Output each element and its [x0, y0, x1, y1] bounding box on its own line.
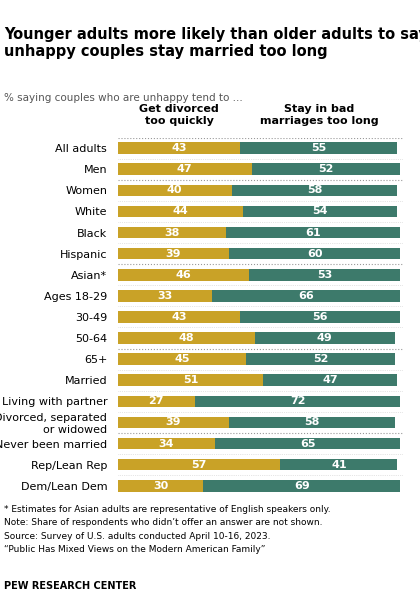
Bar: [118, 142, 240, 154]
Text: 57: 57: [191, 460, 207, 469]
Text: * Estimates for Asian adults are representative of English speakers only.: * Estimates for Asian adults are represe…: [4, 505, 331, 514]
Text: 41: 41: [331, 460, 347, 469]
Bar: [203, 480, 400, 492]
Bar: [118, 417, 229, 428]
Text: 58: 58: [307, 185, 323, 196]
Text: 72: 72: [290, 396, 305, 407]
Bar: [240, 142, 397, 154]
Text: 43: 43: [171, 312, 187, 322]
Bar: [118, 480, 203, 492]
Text: Get divorced
too quickly: Get divorced too quickly: [139, 104, 219, 126]
Text: 46: 46: [176, 270, 191, 280]
Bar: [118, 459, 281, 471]
Bar: [252, 163, 400, 175]
Text: 34: 34: [158, 438, 174, 448]
Bar: [118, 206, 243, 217]
Bar: [118, 353, 246, 365]
Text: 53: 53: [317, 270, 332, 280]
Text: 43: 43: [171, 143, 187, 153]
Bar: [118, 395, 195, 407]
Text: % saying couples who are unhappy tend to ...: % saying couples who are unhappy tend to…: [4, 93, 243, 103]
Text: “Public Has Mixed Views on the Modern American Family”: “Public Has Mixed Views on the Modern Am…: [4, 545, 265, 554]
Text: 39: 39: [165, 249, 181, 258]
Text: Source: Survey of U.S. adults conducted April 10-16, 2023.: Source: Survey of U.S. adults conducted …: [4, 532, 271, 541]
Bar: [195, 395, 400, 407]
Bar: [240, 311, 400, 323]
Text: Stay in bad
marriages too long: Stay in bad marriages too long: [260, 104, 378, 126]
Text: 47: 47: [177, 164, 192, 174]
Text: Note: Share of respondents who didn’t offer an answer are not shown.: Note: Share of respondents who didn’t of…: [4, 518, 323, 527]
Bar: [281, 459, 397, 471]
Text: 38: 38: [164, 227, 180, 237]
Bar: [226, 227, 400, 239]
Bar: [118, 290, 212, 301]
Text: 44: 44: [173, 206, 188, 216]
Text: 47: 47: [323, 376, 338, 385]
Bar: [118, 332, 255, 344]
Bar: [232, 185, 397, 196]
Text: Younger adults more likely than older adults to say
unhappy couples stay married: Younger adults more likely than older ad…: [4, 27, 420, 59]
Text: 45: 45: [174, 354, 189, 364]
Text: 39: 39: [165, 417, 181, 428]
Bar: [118, 227, 226, 239]
Text: 27: 27: [148, 396, 164, 407]
Bar: [215, 438, 400, 449]
Bar: [249, 269, 400, 280]
Text: 56: 56: [312, 312, 328, 322]
Bar: [246, 353, 395, 365]
Text: 48: 48: [178, 333, 194, 343]
Text: 66: 66: [298, 291, 314, 301]
Bar: [243, 206, 397, 217]
Bar: [118, 269, 249, 280]
Bar: [118, 311, 240, 323]
Bar: [118, 185, 232, 196]
Bar: [118, 163, 252, 175]
Text: 55: 55: [311, 143, 327, 153]
Text: 49: 49: [317, 333, 333, 343]
Text: 51: 51: [183, 376, 198, 385]
Text: 69: 69: [294, 481, 310, 491]
Bar: [255, 332, 395, 344]
Bar: [118, 248, 229, 260]
Bar: [263, 374, 397, 386]
Bar: [118, 438, 215, 449]
Bar: [229, 417, 395, 428]
Text: 52: 52: [318, 164, 334, 174]
Text: 30: 30: [153, 481, 168, 491]
Text: 33: 33: [157, 291, 172, 301]
Text: 60: 60: [307, 249, 323, 258]
Bar: [118, 374, 263, 386]
Bar: [212, 290, 400, 301]
Bar: [229, 248, 400, 260]
Text: 65: 65: [300, 438, 315, 448]
Text: 40: 40: [167, 185, 182, 196]
Text: 52: 52: [312, 354, 328, 364]
Text: 61: 61: [305, 227, 321, 237]
Text: PEW RESEARCH CENTER: PEW RESEARCH CENTER: [4, 581, 136, 591]
Text: 54: 54: [312, 206, 328, 216]
Text: 58: 58: [304, 417, 320, 428]
